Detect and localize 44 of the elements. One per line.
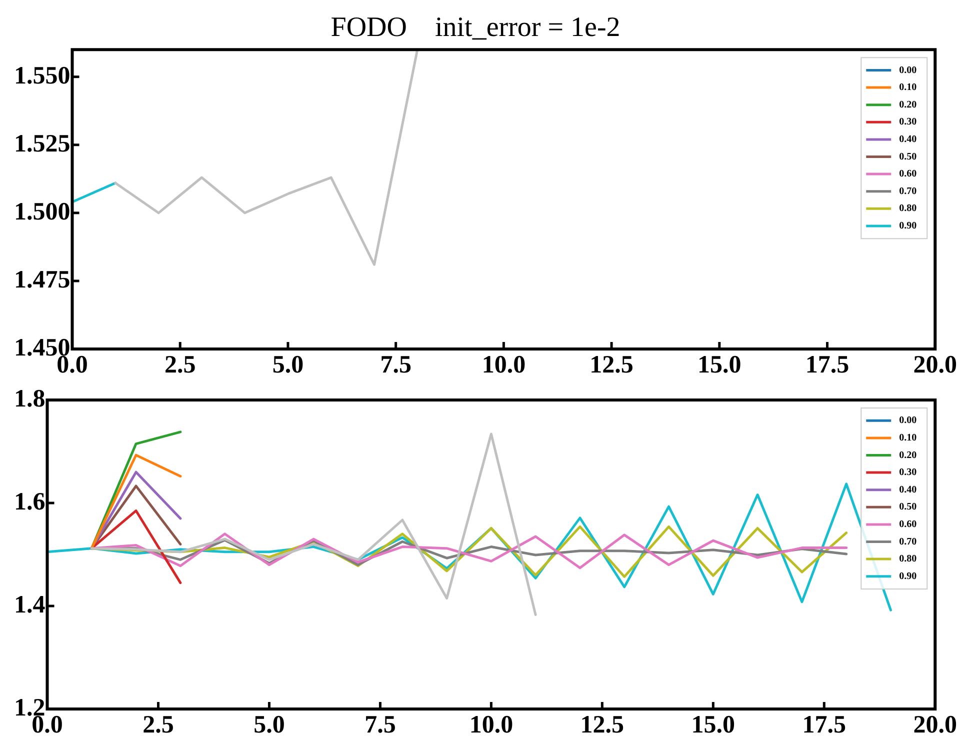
x-tick-label: 10.0 [482,351,526,378]
legend-label: 0.40 [899,484,917,496]
x-tick-label: 5.0 [254,711,285,738]
x-tick-label: 15.0 [691,711,736,738]
legend-label: 0.10 [899,432,917,444]
legend-label: 0.90 [899,220,917,232]
legend-label: 0.60 [899,168,917,180]
legend-label: 0.90 [899,570,917,582]
y-tick-label: 1.550 [14,62,70,90]
x-tick-label: 20.0 [913,351,957,378]
legend-label: 0.30 [899,467,917,478]
y-tick-label: 1.475 [14,266,70,294]
x-tick-label: 12.5 [590,351,634,378]
x-tick-label: 17.5 [802,711,846,738]
x-tick-label: 5.0 [272,351,304,378]
chart-title: FODO init_error = 1e-2 [330,12,620,44]
x-tick-label: 12.5 [580,711,624,738]
legend-label: 0.80 [899,203,917,214]
y-tick-label: 1.500 [14,198,70,226]
legend-label: 0.50 [899,502,917,513]
legend-label: 0.10 [899,82,917,94]
legend-label: 0.40 [899,134,917,146]
x-tick-label: 17.5 [805,351,850,378]
legend-label: 0.20 [899,99,917,110]
legend-label: 0.00 [899,64,917,76]
y-tick-label: 1.4 [14,591,46,618]
x-tick-label: 7.5 [364,711,396,738]
legend-label: 0.70 [899,536,917,548]
y-tick-label: 1.525 [14,130,70,158]
x-tick-label: 2.5 [142,711,174,738]
legend-label: 0.00 [899,415,917,426]
x-tick-label: 10.0 [469,711,514,738]
y-tick-label: 1.6 [14,488,46,516]
y-tick-label: 1.8 [14,385,46,412]
x-tick-label: 20.0 [913,711,957,738]
x-tick-label: 2.5 [164,351,196,378]
x-tick-label: 7.5 [380,351,412,378]
legend-label: 0.70 [899,186,917,197]
legend-label: 0.60 [899,519,917,530]
legend-label: 0.20 [899,450,917,461]
x-tick-label: 15.0 [698,351,742,378]
legend-label: 0.50 [899,151,917,162]
legend-label: 0.30 [899,116,917,128]
legend-label: 0.80 [899,554,917,565]
